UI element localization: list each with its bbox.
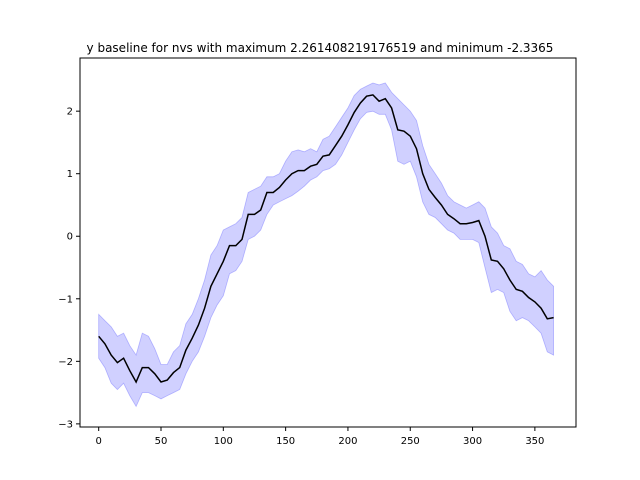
x-tick-label: 250 (401, 436, 420, 447)
y-tick-label: 1 (67, 169, 73, 180)
confidence-band-0 (98, 82, 554, 408)
x-tick-label: 300 (463, 436, 482, 447)
y-tick-label: 0 (67, 232, 73, 243)
y-tick-label: −2 (58, 357, 73, 368)
chart-title: y baseline for nvs with maximum 2.261408… (87, 41, 554, 55)
y-tick-label: 2 (67, 107, 73, 118)
x-tick-label: 100 (214, 436, 233, 447)
x-axis: 0 50 100 150 200 250 300 350 (96, 427, 544, 447)
y-tick-label: −3 (58, 419, 73, 430)
x-tick-label: 200 (338, 436, 357, 447)
x-tick-label: 50 (155, 436, 168, 447)
plot-frame (79, 57, 577, 428)
x-tick-label: 0 (96, 436, 102, 447)
x-tick-label: 350 (525, 436, 544, 447)
plot-area (98, 82, 554, 408)
x-tick-label: 150 (276, 436, 295, 447)
y-axis: −3 −2 −1 0 1 2 (58, 107, 80, 430)
series-line-0 (98, 94, 554, 384)
y-tick-label: −1 (58, 294, 73, 305)
